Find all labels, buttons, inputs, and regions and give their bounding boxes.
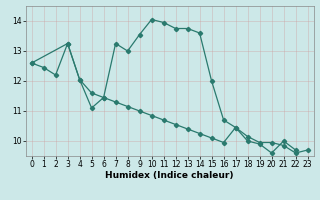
X-axis label: Humidex (Indice chaleur): Humidex (Indice chaleur) [105, 171, 234, 180]
